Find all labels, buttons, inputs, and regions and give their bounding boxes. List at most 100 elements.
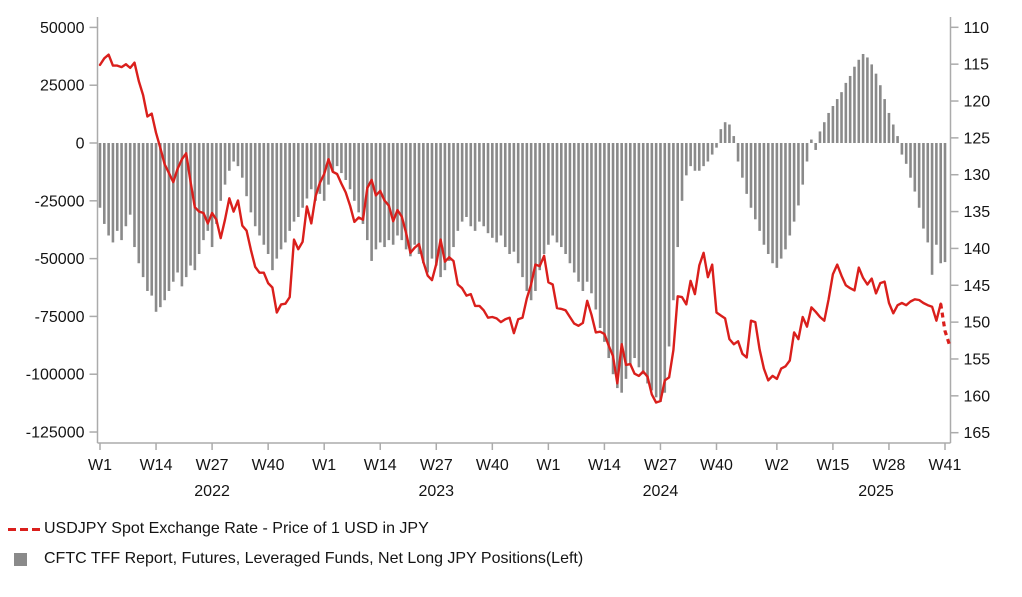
- cftc-bar: [309, 143, 313, 190]
- cftc-bar: [922, 143, 925, 229]
- cftc-bar: [452, 143, 455, 248]
- cftc-bar: [115, 143, 119, 231]
- x-tick-label: W41: [929, 457, 962, 474]
- cftc-bar: [805, 143, 809, 162]
- cftc-bar: [521, 143, 524, 278]
- cftc-bar: [741, 143, 744, 178]
- cftc-bar: [874, 73, 878, 144]
- right-tick-label: 160: [964, 388, 991, 405]
- legend-item-usdjpy-line: USDJPY Spot Exchange Rate - Price of 1 U…: [8, 514, 1022, 544]
- cftc-bar: [103, 143, 106, 224]
- cftc-bar: [426, 143, 429, 273]
- x-tick-label: W15: [816, 457, 849, 474]
- right-tick-label: 115: [964, 57, 990, 74]
- left-tick-label: -50000: [35, 251, 85, 268]
- cftc-bar: [335, 143, 339, 167]
- year-label: 2023: [418, 483, 454, 500]
- cftc-bar: [478, 143, 481, 222]
- cftc-bar: [555, 143, 559, 243]
- cftc-bar: [314, 143, 317, 201]
- cftc-bar: [473, 143, 477, 231]
- cftc-bar: [491, 143, 494, 238]
- x-tick-label: W1: [312, 457, 336, 474]
- cftc-bar: [762, 143, 766, 245]
- cftc-bar: [810, 139, 813, 144]
- right-tick-label: 150: [964, 315, 991, 332]
- cftc-bar: [154, 143, 158, 312]
- cftc-bar: [641, 143, 645, 375]
- cftc-bar: [344, 143, 348, 180]
- cftc-bar: [383, 143, 386, 248]
- cftc-bars-series: [98, 53, 947, 402]
- cftc-bar: [754, 143, 757, 220]
- cftc-bar: [879, 85, 882, 144]
- cftc-bar: [706, 143, 710, 162]
- cftc-bar: [616, 143, 619, 389]
- cftc-bar: [590, 143, 593, 294]
- cftc-bar: [495, 143, 498, 243]
- cftc-bar: [253, 143, 257, 227]
- cftc-bar: [240, 143, 244, 178]
- cftc-bar: [98, 143, 102, 208]
- cftc-bar: [456, 143, 460, 231]
- cftc-bar: [387, 143, 391, 241]
- cftc-bar: [547, 143, 550, 245]
- cftc-bar: [176, 143, 179, 273]
- cftc-bar: [262, 143, 266, 245]
- cftc-bar: [232, 143, 235, 162]
- x-axis-ticks: [99, 443, 946, 450]
- cftc-bar: [594, 143, 598, 310]
- cftc-bar: [766, 143, 770, 254]
- cftc-bar: [572, 143, 576, 273]
- cftc-bar: [396, 143, 399, 236]
- cftc-bar: [564, 143, 567, 254]
- cftc-bar: [353, 143, 356, 201]
- cftc-bar: [689, 143, 692, 167]
- cftc-bar: [719, 129, 723, 144]
- cftc-bar: [831, 106, 835, 143]
- right-tick-label: 135: [964, 204, 991, 221]
- x-tick-label: W27: [420, 457, 453, 474]
- cftc-bar: [215, 143, 218, 224]
- cftc-bar: [184, 143, 188, 278]
- cftc-bar: [357, 143, 360, 213]
- cftc-bar: [797, 143, 800, 206]
- x-tick-label: W1: [536, 457, 560, 474]
- x-tick-label: W2: [765, 457, 789, 474]
- cftc-bar: [697, 143, 701, 171]
- legend-label-cftc: CFTC TFF Report, Futures, Leveraged Fund…: [44, 550, 584, 567]
- cftc-bar: [568, 143, 572, 264]
- x-tick-label: W40: [700, 457, 733, 474]
- cftc-bar: [189, 143, 192, 266]
- cftc-bar: [223, 143, 227, 185]
- cftc-bar: [801, 143, 805, 185]
- cftc-bar: [693, 143, 697, 171]
- cftc-bar: [723, 122, 727, 144]
- cftc-bar: [219, 143, 223, 201]
- right-tick-label: 110: [964, 20, 990, 37]
- cftc-bar: [827, 112, 830, 144]
- cftc-bar: [917, 143, 921, 208]
- cftc-bar: [348, 143, 352, 190]
- cftc-bar: [508, 143, 511, 254]
- cftc-bar: [305, 143, 309, 199]
- cftc-bar: [486, 143, 490, 234]
- right-tick-label: 130: [964, 167, 991, 184]
- right-tick-label: 155: [964, 351, 991, 368]
- cftc-bar: [288, 143, 291, 231]
- cftc-bar: [128, 143, 132, 215]
- cftc-bar: [672, 143, 675, 301]
- cftc-bar: [301, 143, 304, 208]
- cftc-bar: [503, 143, 507, 248]
- cftc-bar: [271, 143, 274, 271]
- cftc-bar: [482, 143, 485, 227]
- cftc-bar: [279, 143, 283, 250]
- cftc-bar: [585, 143, 589, 282]
- cftc-bar: [228, 143, 231, 171]
- cftc-bar: [340, 143, 343, 174]
- chart-canvas: 50000 25000 0 -25000 -50000 -75000 -100000 -125…: [26, 17, 991, 500]
- cftc-bar: [111, 143, 115, 243]
- cftc-bar: [469, 143, 473, 227]
- right-axis-ticks: [950, 26, 959, 434]
